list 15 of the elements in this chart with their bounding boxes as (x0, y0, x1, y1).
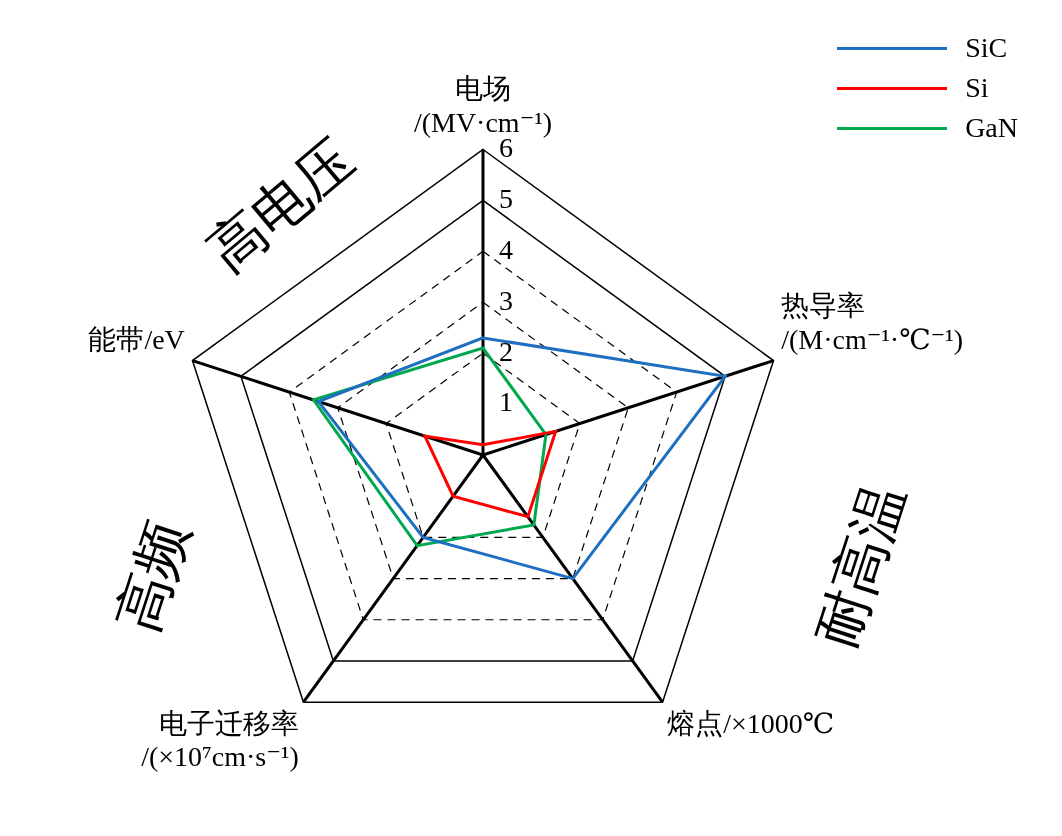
text: 耐高温 (802, 474, 919, 658)
y-tick-label: 4 (499, 233, 513, 265)
y-tick-label: 3 (499, 284, 513, 316)
spoke-label: 电子迁移率 /(×10⁷cm·s⁻¹) (141, 707, 299, 773)
spoke-label: 能带/eV (88, 323, 185, 355)
y-tick-label: 1 (499, 386, 513, 418)
legend-label: SiC (965, 32, 1008, 64)
text: 高频 (103, 511, 202, 641)
legend-label: GaN (965, 112, 1018, 144)
spoke-label: 热导率 /(M·cm⁻¹·℃⁻¹) (781, 290, 964, 355)
spoke-label: 熔点/×1000℃ (667, 707, 835, 739)
legend-label: Si (965, 72, 989, 104)
y-tick-label: 2 (499, 335, 513, 367)
text: 高电压 (194, 124, 368, 286)
y-tick-label: 5 (499, 182, 513, 214)
